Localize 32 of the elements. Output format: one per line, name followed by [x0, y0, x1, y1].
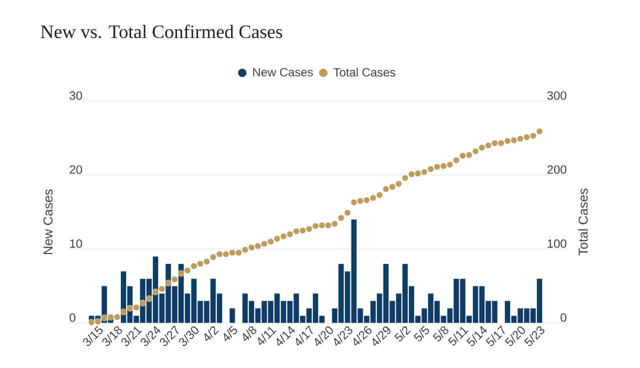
x-tick-label: 3/15 [83, 326, 103, 346]
x-tick-label: 4/26 [353, 326, 372, 346]
x-tick-label: 3/21 [121, 326, 142, 346]
x-tick-label: 5/8 [432, 326, 448, 342]
y-tick-label: 10 [70, 239, 82, 248]
x-tick-label: 5/23 [524, 326, 544, 346]
y-tick-label: 20 [70, 165, 82, 174]
y2-axis-title: Total Cases [578, 188, 588, 256]
legend-label: Total Cases [334, 68, 396, 77]
chart-title: New vs. Total Confirmed Cases [40, 24, 282, 38]
x-tick-label: 4/2 [204, 326, 219, 342]
x-tick-label: 4/20 [315, 326, 333, 346]
x-tick-label: 4/23 [334, 326, 352, 346]
x-tick-label: 4/8 [242, 326, 256, 342]
x-tick-label: 4/29 [372, 326, 390, 346]
x-tick-label: 3/30 [179, 326, 199, 346]
legend-label: New Cases [253, 68, 313, 76]
y2-tick-label: 0 [560, 313, 566, 322]
y2-tick-label: 100 [548, 239, 566, 248]
y2-tick-label: 200 [547, 165, 566, 174]
x-tick-label: 4/14 [276, 326, 295, 346]
y-tick-label: 30 [70, 91, 82, 100]
x-tick-label: 3/24 [140, 326, 161, 346]
y-axis-title: New Cases [43, 189, 53, 254]
x-tick-label: 5/11 [448, 326, 468, 346]
x-tick-label: 5/5 [414, 326, 430, 342]
y2-tick-label: 300 [547, 91, 566, 100]
x-tick-label: 4/5 [224, 326, 238, 342]
x-tick-label: 5/2 [394, 326, 411, 342]
x-tick-label: 4/11 [258, 326, 276, 346]
x-tick-label: 3/18 [102, 326, 122, 346]
y-tick-label: 0 [70, 313, 76, 322]
